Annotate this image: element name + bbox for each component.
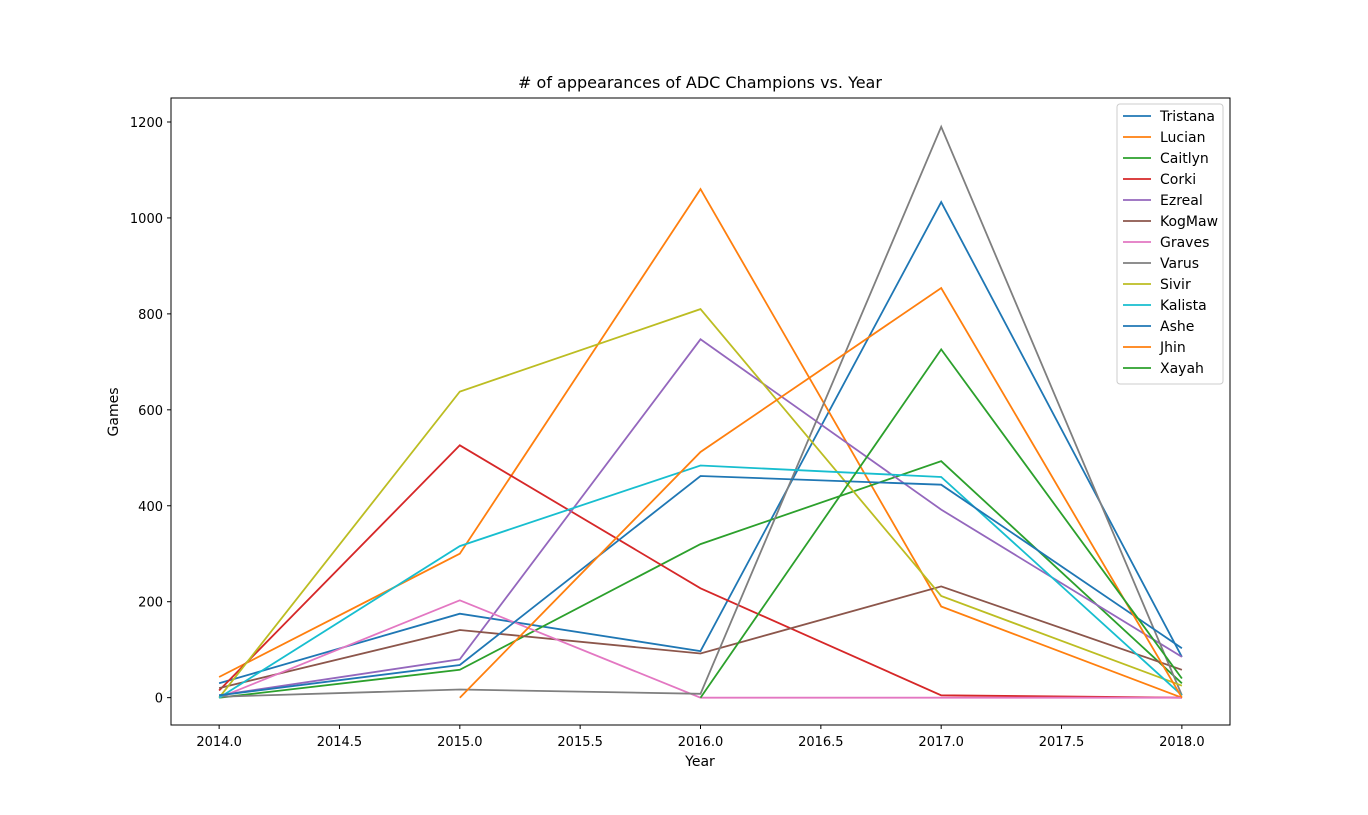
legend-label-ezreal: Ezreal bbox=[1160, 193, 1203, 209]
x-tick-label: 2015.5 bbox=[557, 735, 603, 750]
y-tick-label: 0 bbox=[155, 692, 163, 707]
legend-label-kalista: Kalista bbox=[1160, 298, 1207, 314]
series-line-kogmaw bbox=[218, 585, 1183, 689]
legend-label-varus: Varus bbox=[1160, 256, 1199, 272]
y-tick-label: 1200 bbox=[130, 116, 163, 131]
series-line-kalista bbox=[218, 464, 1183, 699]
series-line-lucian bbox=[218, 187, 1183, 699]
x-tick-label: 2014.0 bbox=[196, 735, 242, 750]
y-tick-label: 400 bbox=[138, 500, 163, 515]
x-tick-label: 2015.0 bbox=[437, 735, 483, 750]
y-axis-label: Games bbox=[106, 388, 122, 437]
series-line-xayah bbox=[699, 347, 1183, 699]
x-tick-label: 2017.5 bbox=[1039, 735, 1085, 750]
y-tick-label: 800 bbox=[138, 308, 163, 323]
x-axis-label: Year bbox=[684, 754, 715, 770]
chart-title: # of appearances of ADC Champions vs. Ye… bbox=[518, 73, 882, 92]
x-tick-label: 2018.0 bbox=[1159, 735, 1205, 750]
x-tick-label: 2016.5 bbox=[798, 735, 844, 750]
legend-label-ashe: Ashe bbox=[1160, 319, 1194, 335]
legend-label-corki: Corki bbox=[1160, 172, 1196, 188]
legend-label-kogmaw: KogMaw bbox=[1160, 214, 1218, 230]
y-tick-label: 1000 bbox=[130, 212, 163, 227]
x-axis-ticks: 2014.0 2014.5 2015.0 2015.5 2016.0 2016.5 2017… bbox=[196, 725, 1205, 750]
series-line-ashe bbox=[218, 475, 1183, 697]
x-tick-label: 2017.0 bbox=[918, 735, 964, 750]
legend-label-lucian: Lucian bbox=[1160, 130, 1205, 146]
x-tick-label: 2014.5 bbox=[317, 735, 363, 750]
series-line-corki bbox=[218, 444, 1182, 699]
legend: Tristana Lucian Caitlyn Corki Ezreal KogMaw Gr… bbox=[1116, 103, 1224, 385]
y-axis-ticks: 0 200 400 600 800 1000 1200 bbox=[130, 116, 171, 707]
series-line-tristana bbox=[218, 200, 1183, 685]
legend-label-caitlyn: Caitlyn bbox=[1160, 151, 1209, 167]
series-line-jhin bbox=[459, 286, 1183, 699]
legend-box bbox=[1116, 103, 1224, 385]
legend-label-xayah: Xayah bbox=[1160, 361, 1204, 377]
legend-label-sivir: Sivir bbox=[1160, 277, 1191, 293]
series-line-varus bbox=[219, 124, 1183, 698]
legend-label-graves: Graves bbox=[1160, 235, 1209, 251]
x-tick-label: 2016.0 bbox=[678, 735, 724, 750]
legend-label-tristana: Tristana bbox=[1159, 109, 1215, 125]
series-line-ezreal bbox=[218, 338, 1183, 697]
series-lines bbox=[218, 124, 1183, 699]
y-tick-label: 600 bbox=[138, 404, 163, 419]
y-tick-label: 200 bbox=[138, 596, 163, 611]
series-line-caitlyn bbox=[218, 460, 1183, 699]
legend-label-jhin: Jhin bbox=[1159, 340, 1186, 356]
series-line-sivir bbox=[218, 308, 1183, 699]
